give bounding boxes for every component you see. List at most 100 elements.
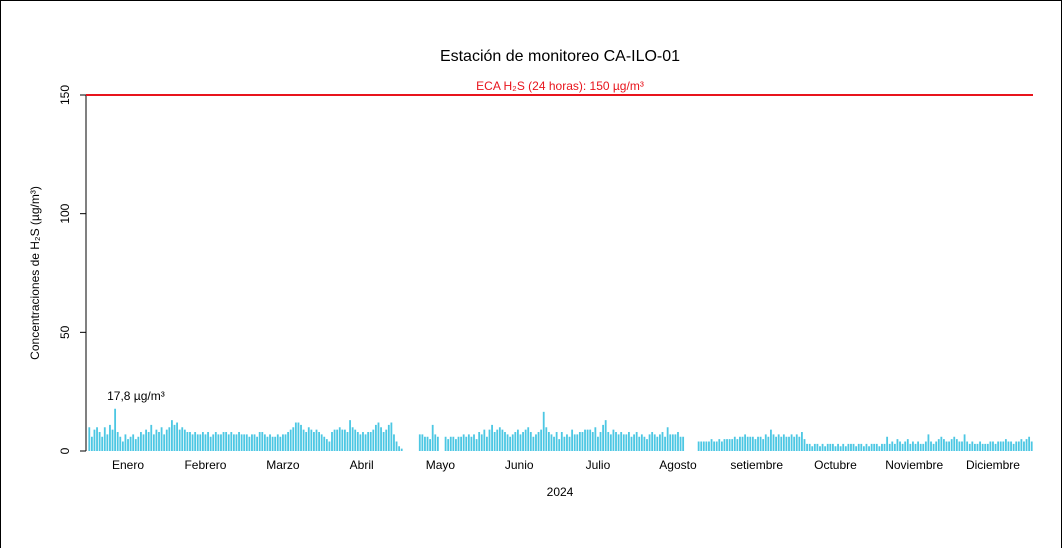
bar xyxy=(568,436,571,451)
bar xyxy=(723,439,726,451)
bar xyxy=(444,436,447,451)
bar xyxy=(165,429,168,451)
bar xyxy=(225,432,228,451)
bar xyxy=(953,436,956,451)
bar xyxy=(333,429,336,451)
bar xyxy=(134,439,137,451)
bar xyxy=(163,434,166,451)
bar xyxy=(622,434,625,451)
x-axis-label: 2024 xyxy=(547,485,574,499)
bar xyxy=(643,436,646,451)
bar xyxy=(253,434,256,451)
bar xyxy=(966,441,969,451)
bar xyxy=(204,434,207,451)
bar xyxy=(486,436,488,451)
bar xyxy=(382,432,385,451)
bar xyxy=(992,441,994,451)
bar xyxy=(240,434,243,451)
bar xyxy=(560,432,563,451)
bar xyxy=(276,434,279,451)
bar xyxy=(829,443,832,451)
bar xyxy=(434,434,437,451)
bar xyxy=(875,443,878,451)
bar xyxy=(96,427,98,451)
bar xyxy=(282,434,284,451)
bar xyxy=(313,432,315,451)
bar xyxy=(341,429,344,451)
bar xyxy=(594,427,597,451)
bar xyxy=(731,439,734,451)
bar xyxy=(785,436,788,451)
bar xyxy=(816,443,819,451)
bar xyxy=(217,434,220,451)
bar xyxy=(550,434,553,451)
x-tick-label: Octubre xyxy=(814,458,857,472)
bar xyxy=(176,422,178,451)
bar xyxy=(612,429,615,451)
bar xyxy=(609,434,612,451)
bar xyxy=(578,432,581,451)
bar xyxy=(679,436,682,451)
bar xyxy=(103,427,106,451)
bar xyxy=(457,436,460,451)
reference-label: ECA H₂S (24 horas): 150 µg/m³ xyxy=(476,79,644,93)
bar xyxy=(558,439,561,451)
bar xyxy=(844,446,847,451)
bar xyxy=(591,432,594,451)
bar xyxy=(1030,441,1033,451)
bar xyxy=(145,429,147,451)
bar xyxy=(183,429,186,451)
bar xyxy=(1017,441,1020,451)
bar xyxy=(847,443,850,451)
bar xyxy=(271,436,274,451)
bar xyxy=(873,443,876,451)
bar xyxy=(757,436,759,451)
bar xyxy=(467,434,470,451)
bar xyxy=(909,443,912,451)
bar xyxy=(545,427,548,451)
bar xyxy=(901,443,904,451)
bar xyxy=(374,424,377,451)
bar xyxy=(790,434,793,451)
bar xyxy=(93,429,96,451)
bar xyxy=(263,434,266,451)
bar xyxy=(563,436,566,451)
bar xyxy=(555,432,558,451)
bar xyxy=(826,443,829,451)
bar xyxy=(356,432,359,451)
bar xyxy=(857,443,860,451)
bar xyxy=(338,427,341,451)
bar xyxy=(904,441,907,451)
bar xyxy=(537,432,540,451)
bar xyxy=(475,439,478,451)
bar xyxy=(547,432,550,451)
bar xyxy=(196,434,199,451)
bar xyxy=(955,439,958,451)
bar xyxy=(819,446,821,451)
bar xyxy=(999,441,1002,451)
bar xyxy=(589,429,592,451)
bar xyxy=(480,434,483,451)
x-tick-label: setiembre xyxy=(730,458,783,472)
bar xyxy=(498,427,501,451)
bar xyxy=(878,446,881,451)
bar xyxy=(741,436,744,451)
bar xyxy=(961,441,963,451)
y-axis-label: Concentraciones de H₂S (µg/m³) xyxy=(28,186,42,360)
bar xyxy=(666,427,669,451)
bar xyxy=(940,436,943,451)
bar xyxy=(289,429,292,451)
bar xyxy=(106,434,109,451)
x-tick-label: Noviembre xyxy=(885,458,943,472)
bar xyxy=(602,424,605,451)
bar xyxy=(1023,441,1025,451)
bar xyxy=(493,432,496,451)
bar xyxy=(917,441,920,451)
bar xyxy=(506,434,509,451)
bar xyxy=(266,436,269,451)
bar xyxy=(426,436,429,451)
x-tick-label: Mayo xyxy=(426,458,456,472)
bar xyxy=(764,434,767,451)
